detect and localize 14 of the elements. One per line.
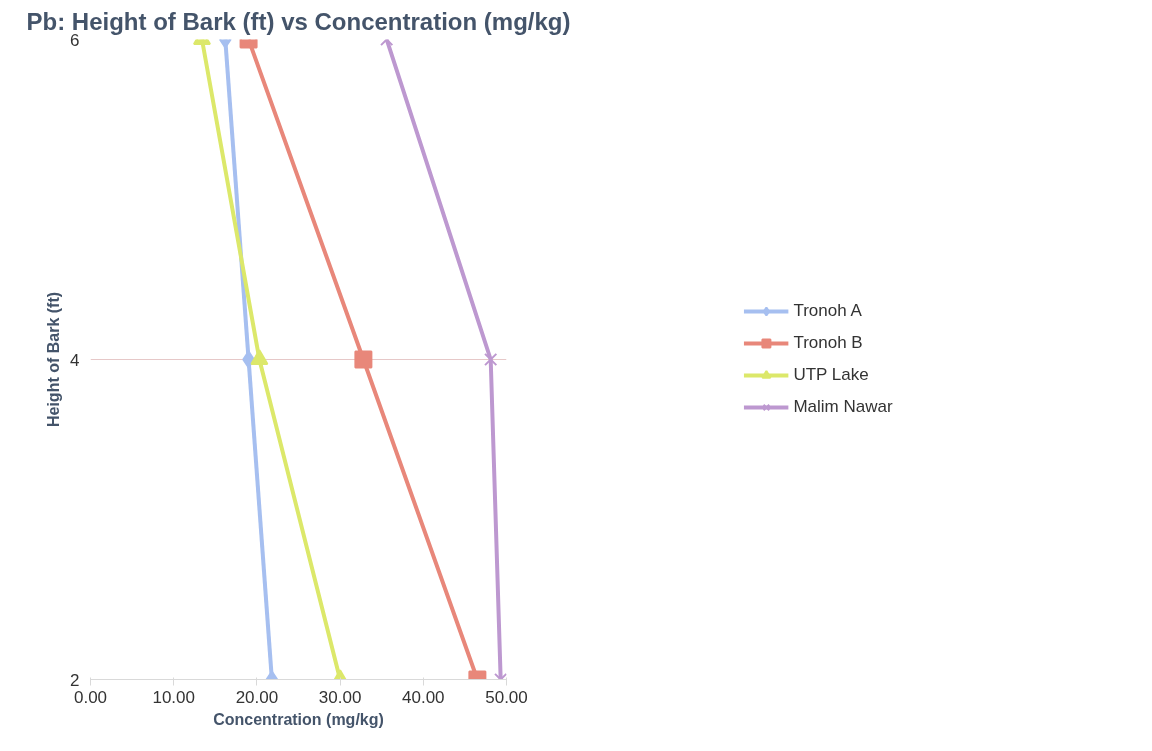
y-tick-label: 4	[70, 350, 80, 370]
x-tick-label: 30.00	[318, 687, 362, 707]
x-tick-label: 50.00	[485, 687, 528, 707]
x-tick-label: 40.00	[402, 687, 445, 707]
x-tick-label: 20.00	[235, 687, 279, 707]
x-tick-label: 0.00	[73, 687, 108, 707]
legend-label: UTP Lake	[793, 365, 869, 385]
legend-label: Malim Nawar	[793, 397, 893, 417]
legend-label: Tronoh B	[793, 333, 863, 353]
x-tick-label: 10.00	[152, 687, 195, 707]
y-tick-label: 2	[70, 670, 80, 690]
x-axis-title: Concentration (mg/kg)	[213, 710, 384, 728]
y-axis-title: Height of Bark (ft)	[45, 291, 63, 428]
legend-label: Tronoh A	[793, 301, 862, 321]
